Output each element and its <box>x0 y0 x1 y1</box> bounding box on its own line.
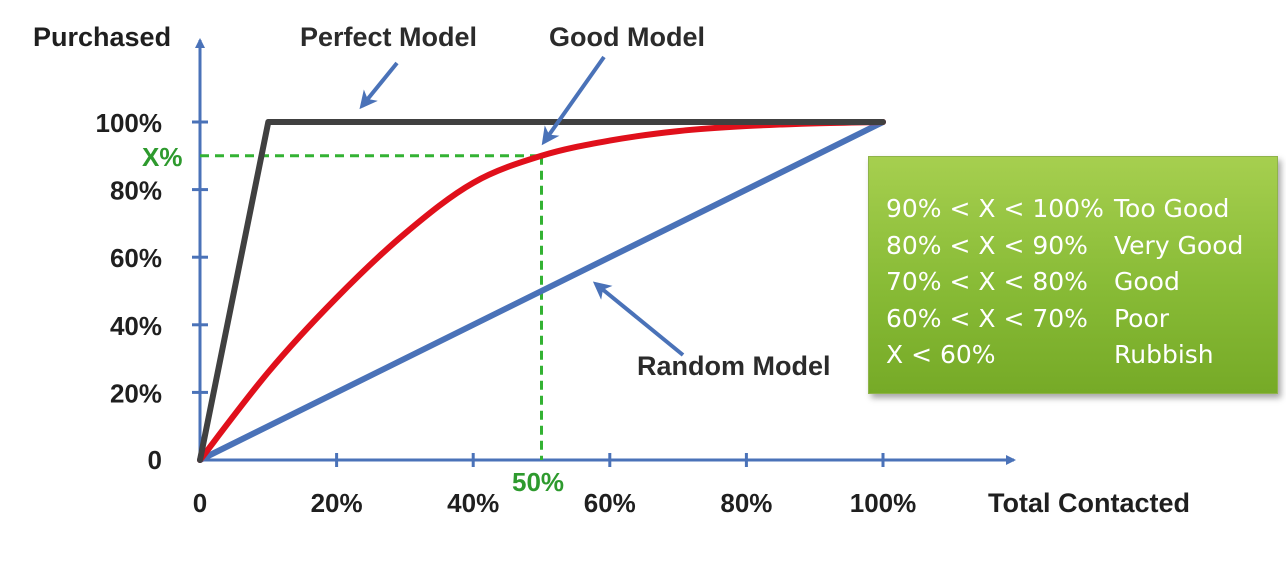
legend-grade: Very Good <box>1114 230 1244 260</box>
legend-range: 90% < X < 100% <box>886 194 1104 223</box>
x-tick-label: 0 <box>193 488 207 518</box>
legend-grade: Rubbish <box>1114 340 1214 369</box>
legend-row: 60% < X < 70% Poor <box>886 301 1277 338</box>
legend-grade: Too Good <box>1114 194 1230 223</box>
y-tick-label: 20% <box>110 378 162 408</box>
random-model-pointer <box>592 281 685 357</box>
x-tick-label: 80% <box>720 488 772 518</box>
perfect-model-line <box>197 119 886 463</box>
legend-range: 80% < X < 90% <box>886 230 1088 260</box>
legend-range: X < 60% <box>886 340 996 369</box>
x-tick-label: 20% <box>311 488 363 518</box>
perfect-model-label: Perfect Model <box>300 22 477 52</box>
legend-row: 80% < X < 90% Very Good <box>886 228 1277 265</box>
y-tick-label: 0 <box>148 445 162 475</box>
y-marker-label: X% <box>142 142 182 172</box>
x-axis-title: Total Contacted <box>988 488 1190 518</box>
legend-range: 60% < X < 70% <box>886 303 1088 333</box>
legend-range: 70% < X < 80% <box>886 267 1088 296</box>
good-model-pointer <box>541 55 606 146</box>
good-model-label: Good Model <box>549 22 705 52</box>
legend-grade: Poor <box>1114 303 1170 333</box>
good-model-line <box>197 119 886 463</box>
y-tick-label: 100% <box>96 108 163 138</box>
y-tick-label: 40% <box>110 311 162 341</box>
x-marker-label: 50% <box>512 467 564 497</box>
legend-grade: Good <box>1114 267 1180 296</box>
legend-row: 70% < X < 80% Good <box>886 264 1277 301</box>
series-lines <box>197 119 886 463</box>
x-tick-label: 100% <box>850 488 917 518</box>
grade-legend: 90% < X < 100% Too Good 80% < X < 90% Ve… <box>868 156 1278 394</box>
random-model-label: Random Model <box>637 351 831 381</box>
legend-row: 90% < X < 100% Too Good <box>886 191 1277 228</box>
x-axis-ticks: 0 20% 40% 60% 80% 100% <box>193 453 916 518</box>
legend-row: X < 60% Rubbish <box>886 337 1277 374</box>
random-model-line <box>197 119 886 463</box>
marker-guides <box>200 154 543 460</box>
y-tick-label: 80% <box>110 176 162 206</box>
x-tick-label: 60% <box>584 488 636 518</box>
x-tick-label: 40% <box>447 488 499 518</box>
annotation-pointers <box>359 55 685 357</box>
perfect-model-pointer <box>359 61 399 110</box>
y-tick-label: 60% <box>110 243 162 273</box>
y-axis-ticks: 0 20% 40% 60% 80% 100% <box>96 108 208 475</box>
y-axis-title: Purchased <box>33 22 171 52</box>
